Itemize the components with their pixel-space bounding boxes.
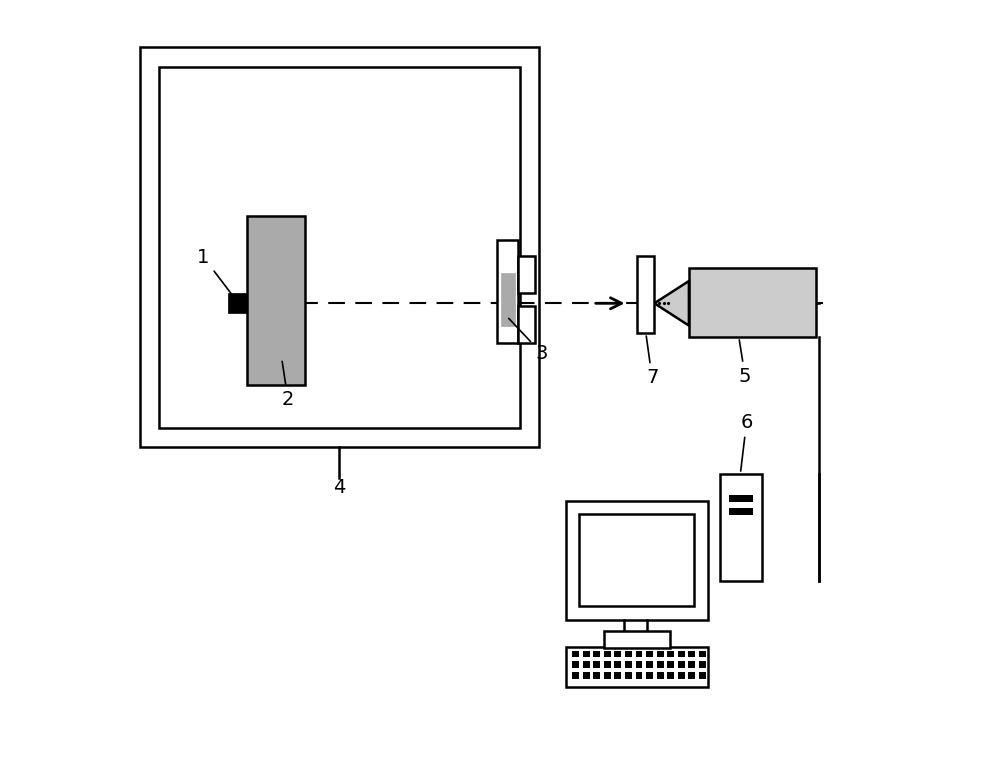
Bar <box>636 651 643 658</box>
Bar <box>689 268 815 337</box>
Bar <box>668 662 674 668</box>
Bar <box>677 651 684 658</box>
Bar <box>657 662 664 668</box>
Text: 5: 5 <box>739 340 751 386</box>
Bar <box>572 651 579 658</box>
Bar <box>720 474 762 581</box>
Bar <box>625 672 632 679</box>
Bar <box>566 500 708 620</box>
Bar <box>519 257 535 293</box>
Bar <box>603 672 610 679</box>
Text: 6: 6 <box>740 412 752 471</box>
Bar <box>579 513 694 606</box>
Bar <box>688 651 695 658</box>
Bar <box>228 293 247 312</box>
Bar <box>572 672 579 679</box>
Text: 3: 3 <box>509 318 547 362</box>
Bar <box>637 257 655 333</box>
Bar <box>614 651 621 658</box>
Bar <box>604 631 669 648</box>
Bar <box>603 651 610 658</box>
Bar <box>625 662 632 668</box>
Bar <box>614 672 621 679</box>
Bar <box>729 507 753 514</box>
Bar <box>668 651 674 658</box>
Bar <box>646 651 653 658</box>
Bar <box>677 662 684 668</box>
Bar <box>688 662 695 668</box>
Bar <box>247 217 305 386</box>
Bar <box>583 672 590 679</box>
Bar <box>140 48 539 447</box>
Bar <box>636 672 643 679</box>
Bar <box>699 651 706 658</box>
Bar <box>497 240 519 343</box>
Bar <box>657 651 664 658</box>
Bar <box>594 662 600 668</box>
Bar <box>625 651 632 658</box>
Bar <box>688 672 695 679</box>
Text: 4: 4 <box>333 478 345 497</box>
Bar <box>646 662 653 668</box>
Bar <box>583 651 590 658</box>
Bar <box>502 274 516 325</box>
Bar <box>159 66 520 428</box>
Bar <box>519 306 535 343</box>
Polygon shape <box>655 281 689 325</box>
Bar <box>677 672 684 679</box>
Bar <box>603 662 610 668</box>
Bar <box>729 495 753 502</box>
Bar <box>566 647 708 687</box>
Bar <box>646 672 653 679</box>
Text: 2: 2 <box>282 362 294 409</box>
Bar <box>594 651 600 658</box>
Bar <box>572 662 579 668</box>
Bar <box>668 672 674 679</box>
Bar <box>699 662 706 668</box>
Bar <box>657 672 664 679</box>
Bar <box>699 672 706 679</box>
Bar <box>594 672 600 679</box>
Text: 1: 1 <box>197 247 237 301</box>
Bar <box>583 662 590 668</box>
Text: 7: 7 <box>646 336 659 387</box>
Bar <box>614 662 621 668</box>
Bar <box>636 662 643 668</box>
